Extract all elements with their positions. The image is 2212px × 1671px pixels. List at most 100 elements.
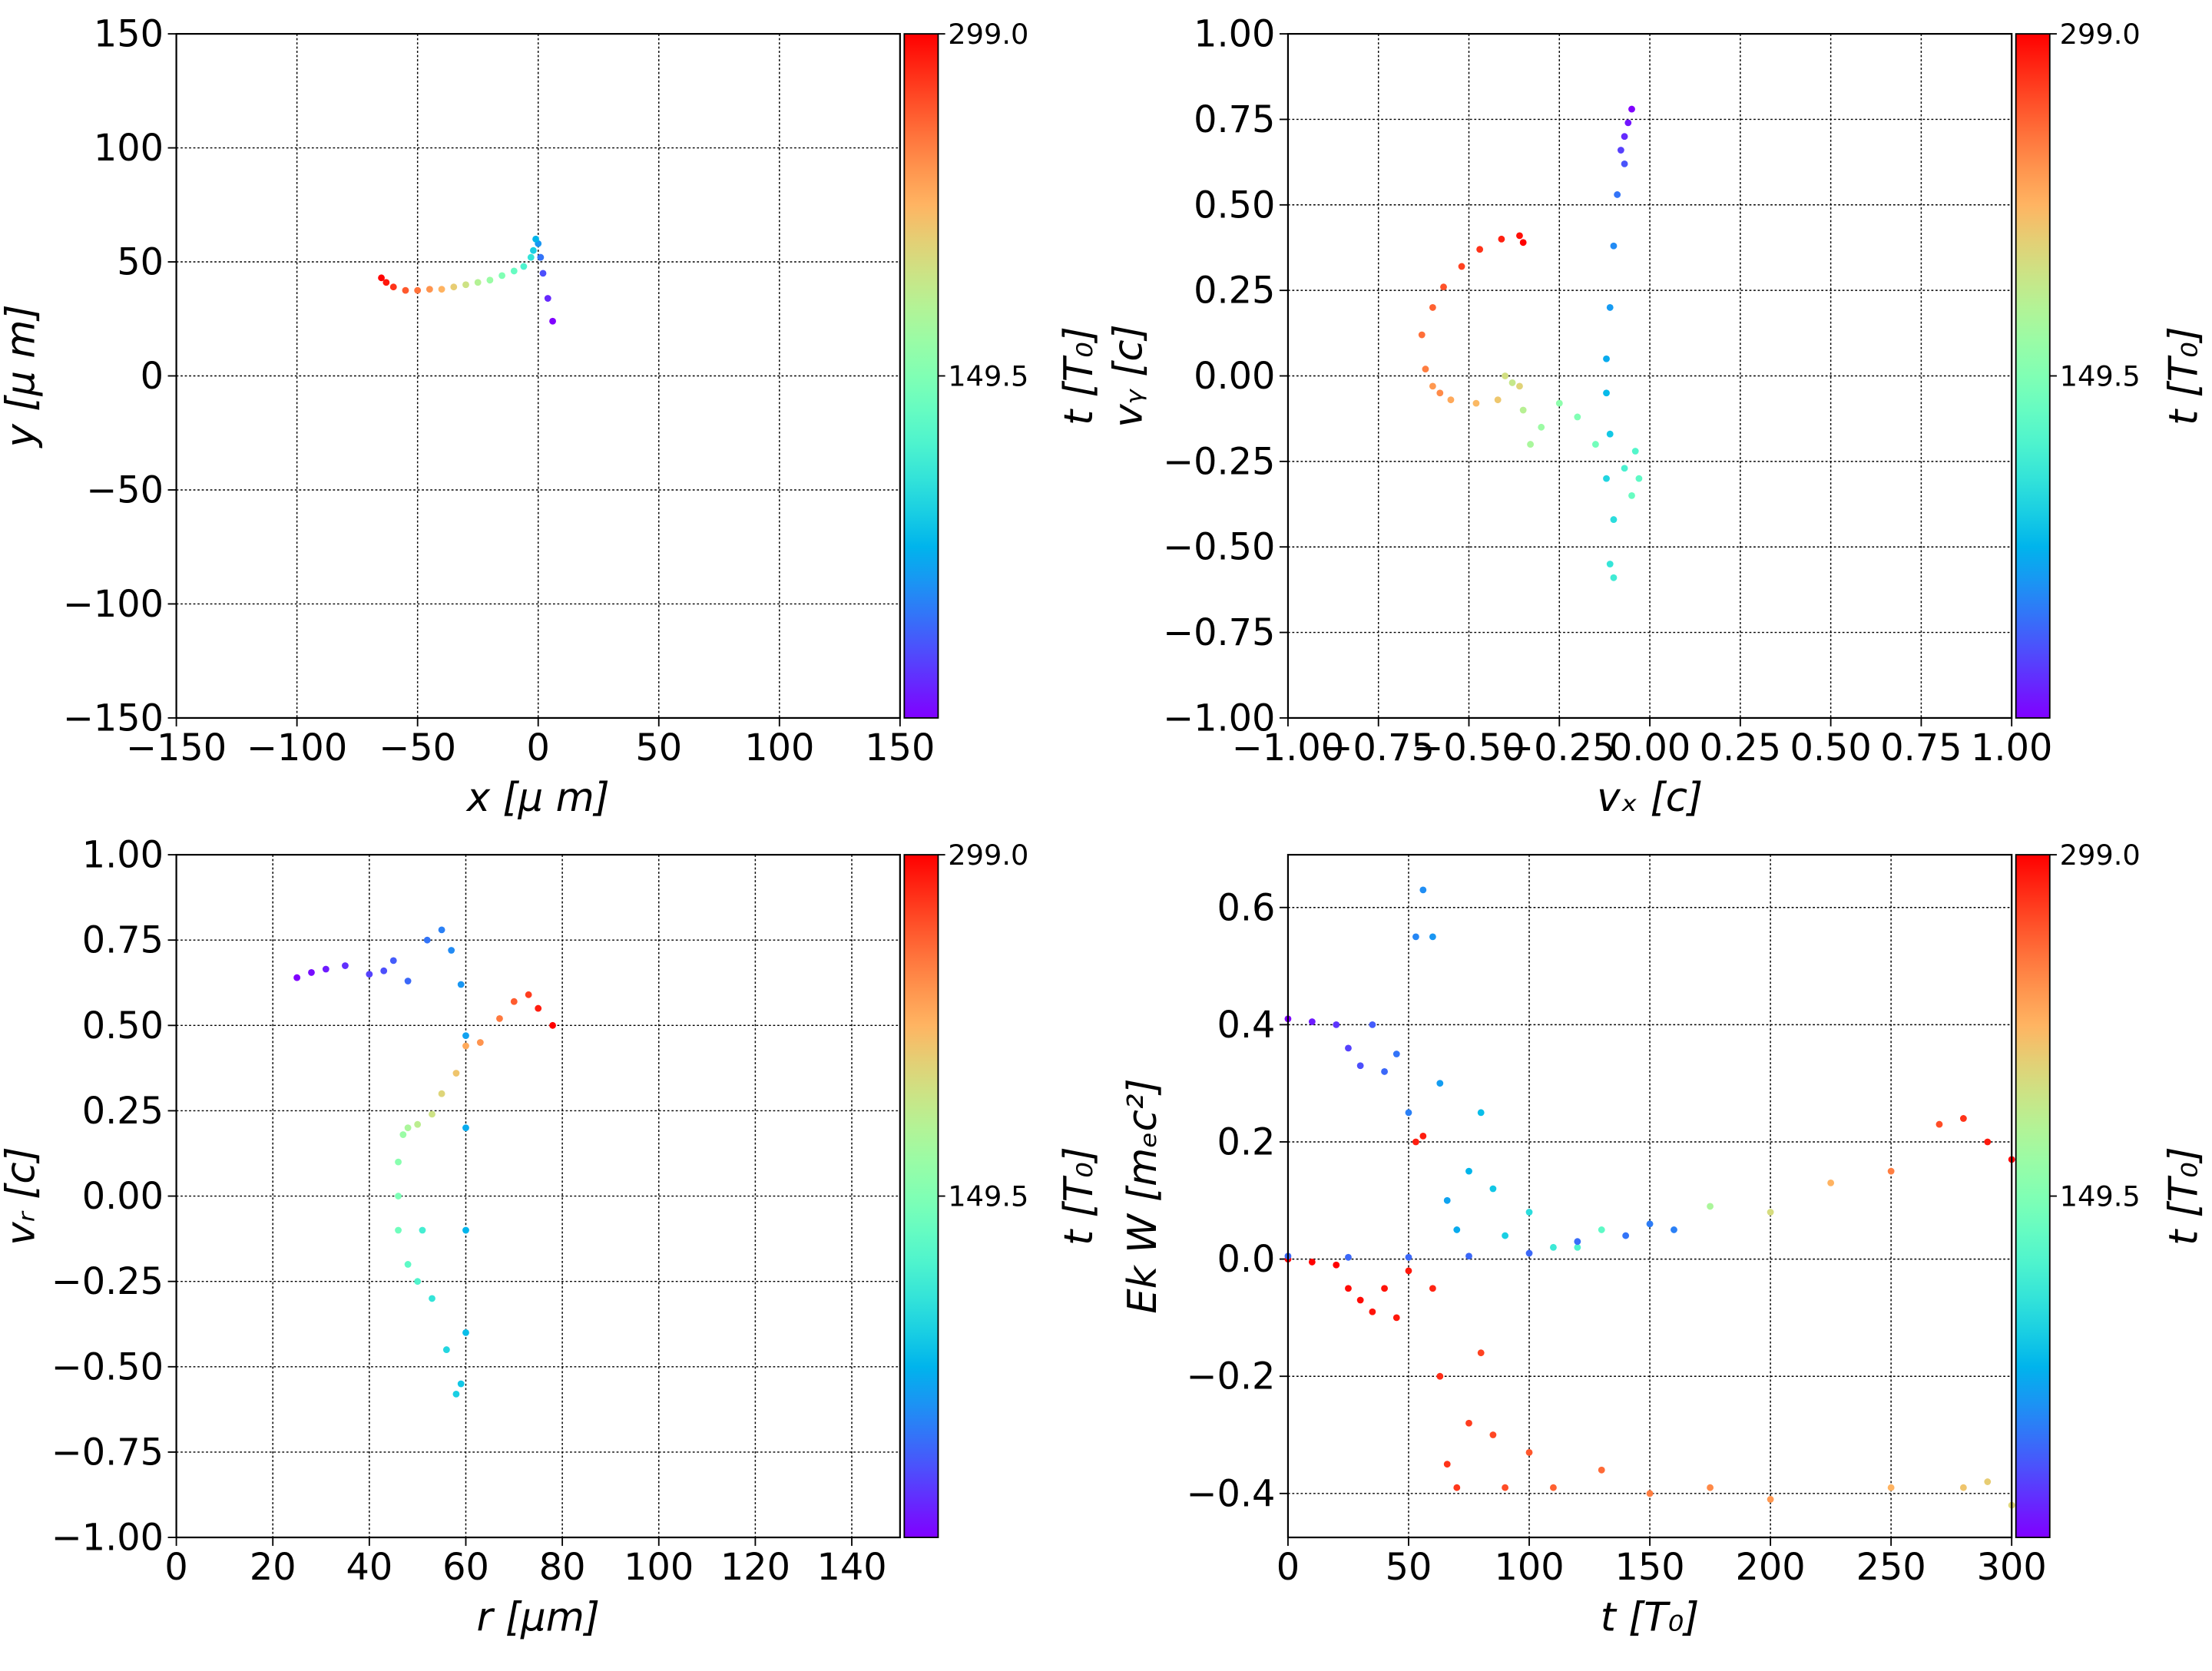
point — [1624, 119, 1632, 127]
point — [1345, 1044, 1352, 1052]
point — [1489, 1431, 1497, 1438]
point — [389, 957, 397, 965]
point — [342, 962, 349, 969]
point — [395, 1226, 402, 1234]
x-tick-label: 0 — [1277, 1547, 1300, 1589]
point — [429, 1110, 435, 1118]
y-axis-label: Ek W [mₑc²] — [1120, 1078, 1166, 1313]
point — [404, 1124, 412, 1132]
point — [1476, 246, 1484, 253]
point — [1333, 1261, 1340, 1269]
colorbar-tick-label: 299.0 — [2060, 839, 2141, 872]
point — [1465, 1252, 1472, 1260]
point — [404, 978, 412, 984]
point — [544, 295, 551, 302]
point — [1621, 133, 1628, 141]
colorbar — [2015, 854, 2051, 1538]
colorbar-tick-label: 299.0 — [948, 839, 1028, 872]
y-tick-label: −0.50 — [51, 1346, 164, 1388]
x-tick-label: 0.75 — [1880, 727, 1962, 769]
point — [498, 272, 506, 280]
point — [1538, 423, 1545, 431]
colorbar-tick-label: 149.5 — [948, 1180, 1028, 1213]
point — [496, 1015, 503, 1022]
point — [1356, 1062, 1364, 1070]
point — [1606, 430, 1614, 438]
point — [520, 263, 528, 270]
y-tick-label: −150 — [63, 697, 164, 740]
point — [1574, 413, 1581, 421]
point — [1606, 304, 1614, 311]
point — [1494, 396, 1502, 404]
x-tick-label: 250 — [1856, 1547, 1926, 1589]
y-tick-label: 1.00 — [82, 835, 164, 877]
y-tick-label: −1.00 — [1163, 697, 1275, 740]
point — [486, 276, 494, 284]
point — [1458, 263, 1465, 270]
axes-frame — [1286, 32, 2013, 720]
point — [1405, 1109, 1412, 1117]
point — [404, 1261, 412, 1268]
point — [1436, 1080, 1444, 1087]
point — [1443, 1461, 1451, 1468]
point — [1333, 1021, 1340, 1028]
axes-frame — [1286, 853, 2013, 1539]
point — [1598, 1466, 1605, 1474]
point — [419, 1226, 426, 1234]
x-axis-label: vₓ [c] — [1597, 775, 1703, 821]
point — [510, 998, 518, 1005]
point — [1574, 1238, 1581, 1246]
point — [537, 253, 545, 261]
point — [1555, 399, 1563, 407]
point — [530, 247, 537, 254]
point — [1345, 1253, 1352, 1261]
point — [452, 1070, 460, 1077]
point — [474, 279, 482, 286]
point — [1405, 1253, 1412, 1261]
point — [1671, 1226, 1677, 1233]
point — [1422, 366, 1429, 373]
x-tick-label: 80 — [539, 1547, 586, 1589]
colorbar-tick-label: 149.5 — [948, 359, 1028, 392]
y-tick-label: 0.25 — [1194, 270, 1275, 313]
x-tick-label: 200 — [1736, 1547, 1806, 1589]
x-axis-label: r [μm] — [477, 1594, 600, 1640]
point — [1525, 1448, 1533, 1456]
colorbar-tick-label: 299.0 — [948, 18, 1028, 51]
point — [378, 274, 385, 282]
axes-frame — [175, 32, 901, 720]
y-tick-label: −0.25 — [1163, 441, 1275, 483]
x-tick-label: 300 — [1977, 1547, 2047, 1589]
point — [539, 270, 547, 277]
point — [1574, 1243, 1581, 1251]
point — [1707, 1484, 1714, 1491]
point — [1308, 1018, 1316, 1025]
x-tick-label: 140 — [816, 1547, 886, 1589]
x-tick-label: 100 — [744, 727, 814, 769]
point — [1369, 1308, 1376, 1315]
point — [429, 1295, 435, 1302]
point — [525, 991, 532, 998]
y-tick-label: −0.4 — [1186, 1473, 1275, 1515]
point — [476, 1039, 484, 1046]
point — [1527, 441, 1534, 448]
y-tick-label: −0.75 — [1163, 612, 1275, 654]
point — [414, 286, 422, 294]
y-tick-label: 0.75 — [1194, 99, 1275, 141]
point — [452, 1390, 460, 1398]
colorbar-label: t [T₀] — [1056, 326, 1102, 425]
y-tick-label: 1.00 — [1194, 14, 1275, 56]
scatter-points — [1418, 105, 1643, 581]
x-tick-label: −100 — [247, 727, 347, 769]
point — [1959, 1484, 1967, 1491]
point — [1610, 574, 1618, 581]
y-axis-label: vᵧ [c] — [1105, 324, 1151, 427]
point — [448, 947, 455, 954]
colorbar-tick-label: 149.5 — [2060, 1180, 2141, 1213]
y-tick-label: 0.4 — [1217, 1004, 1275, 1047]
x-tick-label: −0.50 — [1412, 727, 1525, 769]
point — [1827, 1179, 1835, 1186]
point — [380, 967, 388, 974]
point — [462, 281, 469, 289]
point — [438, 926, 445, 934]
